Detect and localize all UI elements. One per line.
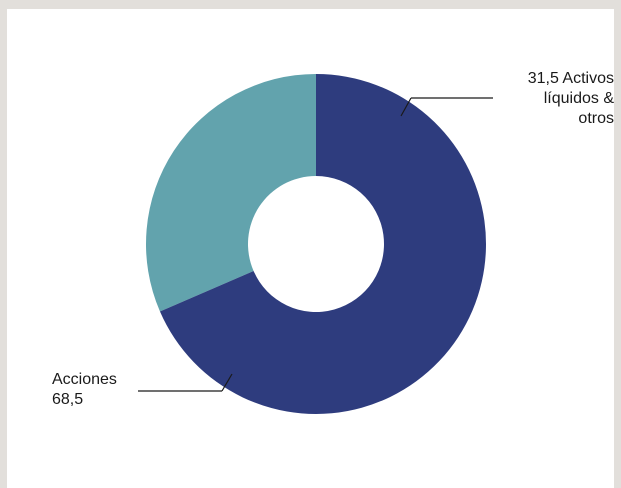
donut-slice-activos-liquidos — [146, 74, 316, 312]
leader-line-liquid — [400, 97, 412, 117]
donut-slice-acciones — [159, 74, 487, 414]
slice-label-activos-liquidos: 31,5 Activos líquidos & otros — [527, 70, 614, 127]
slice-label-acciones: Acciones 68,5 — [52, 371, 117, 408]
leader-line-acciones-diagonal — [221, 373, 233, 392]
donut-slices — [146, 74, 487, 414]
